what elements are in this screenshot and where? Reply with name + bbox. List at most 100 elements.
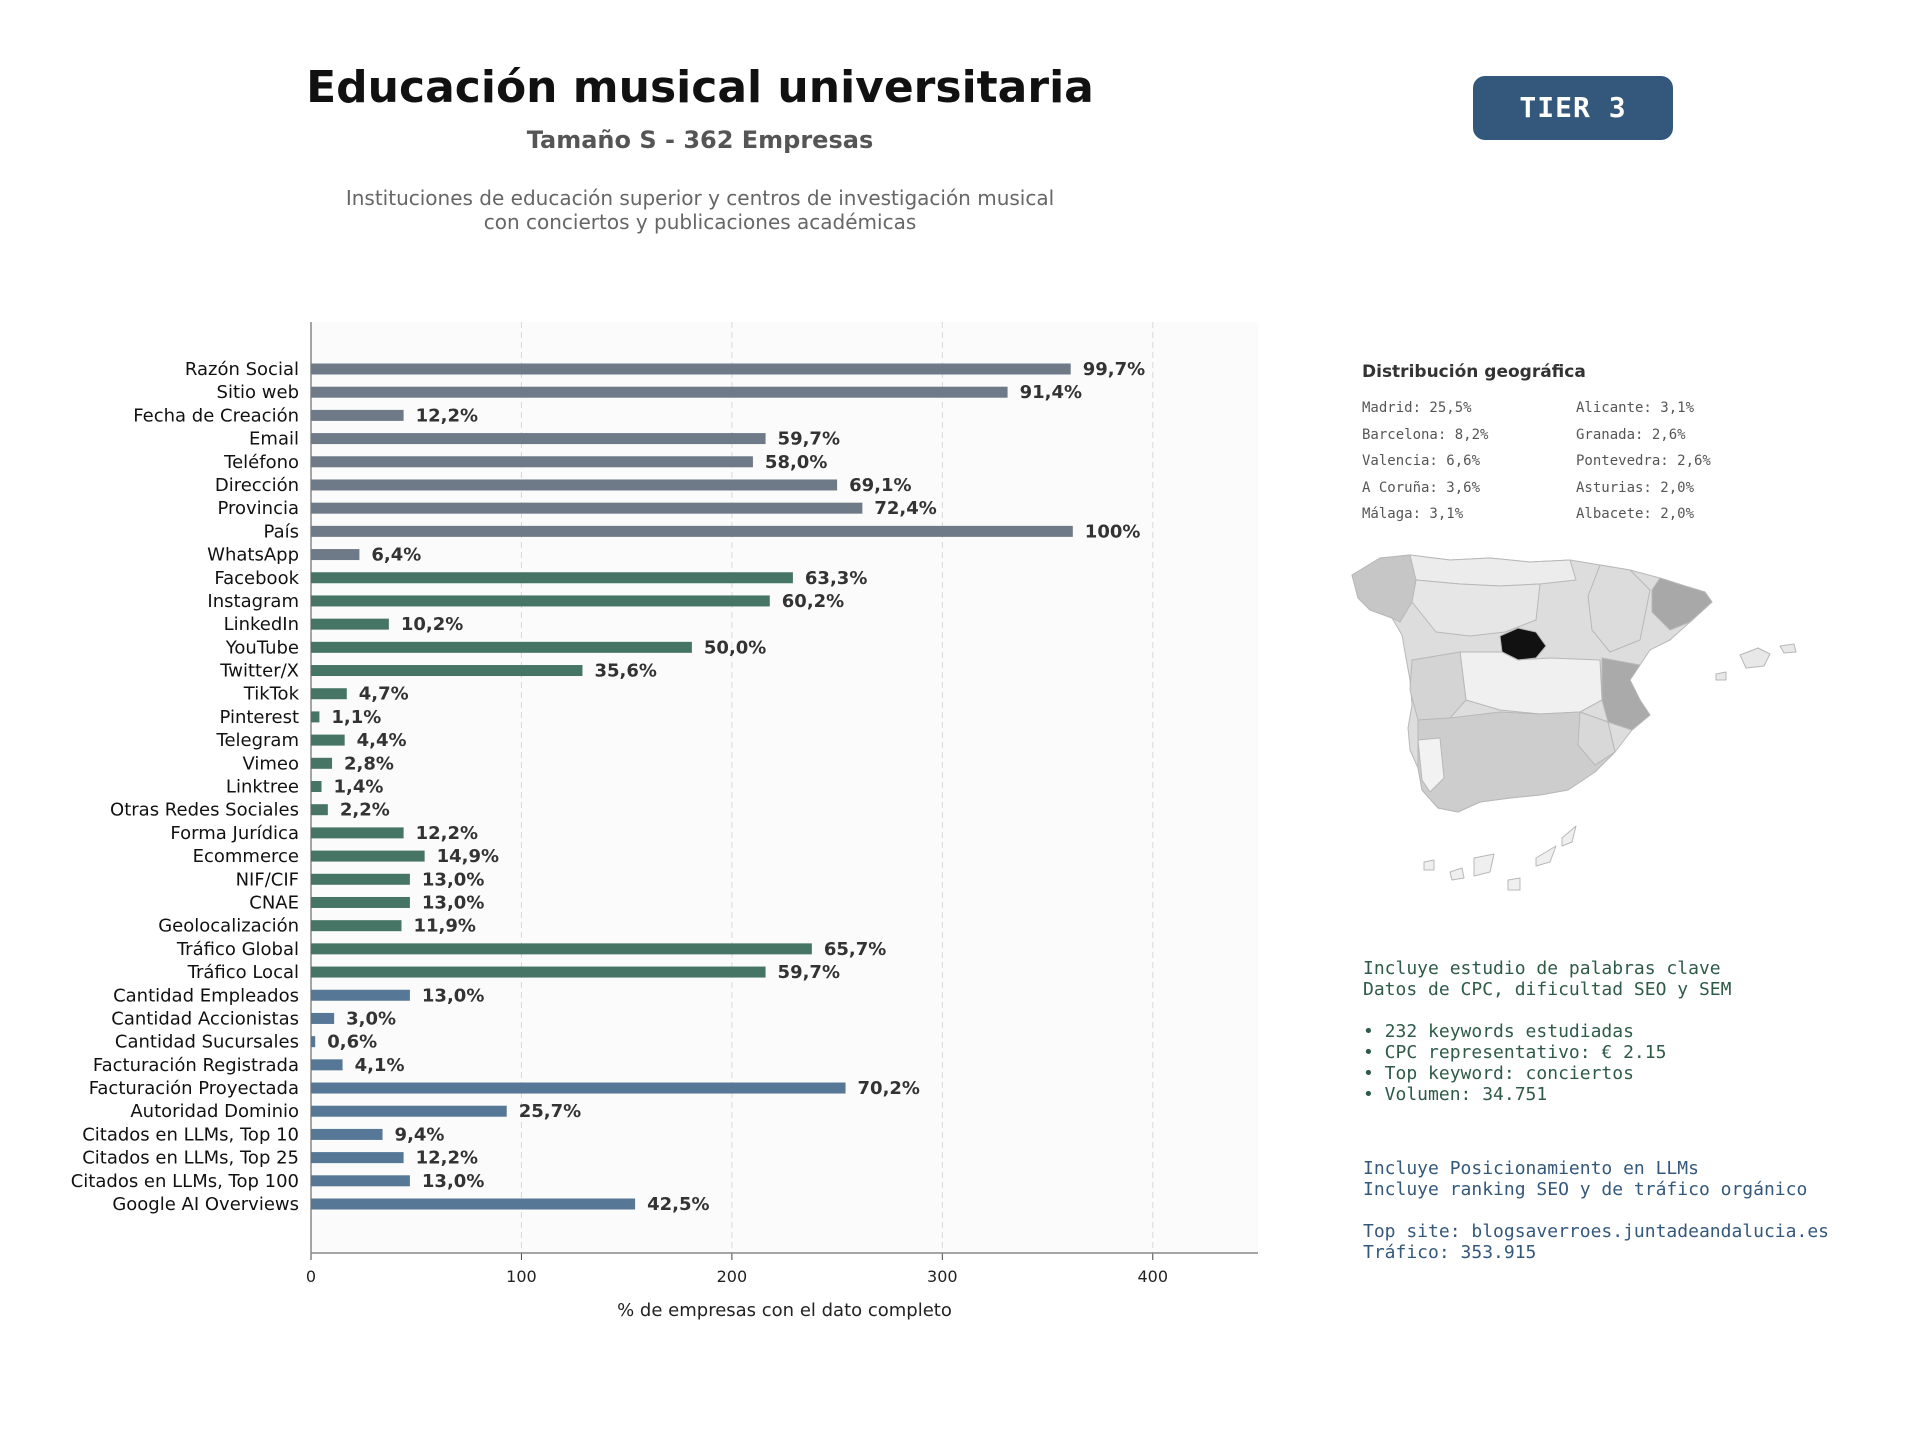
- category-label: Linktree: [226, 777, 299, 798]
- data-label: 2,8%: [344, 753, 394, 774]
- category-label: WhatsApp: [207, 545, 299, 566]
- geo-item: Madrid: 25,5%: [1362, 400, 1472, 416]
- data-label: 69,1%: [849, 475, 911, 496]
- map-canarias-1: [1423, 859, 1435, 871]
- seo-bullet-3: • Top keyword: conciertos: [1363, 1063, 1634, 1084]
- x-tick-label: 400: [1138, 1267, 1169, 1286]
- bar: [311, 943, 812, 955]
- data-label: 12,2%: [416, 1148, 478, 1169]
- category-label: Dirección: [215, 475, 299, 496]
- map-canarias-5: [1535, 845, 1557, 867]
- data-label: 63,3%: [805, 568, 867, 589]
- seo-bullet-1: • 232 keywords estudiadas: [1363, 1021, 1634, 1042]
- category-label: Cantidad Empleados: [113, 985, 299, 1006]
- seo-bullet-4: • Volumen: 34.751: [1363, 1084, 1548, 1105]
- llm-line-2: Incluye ranking SEO y de tráfico orgánic…: [1363, 1179, 1808, 1200]
- bar: [311, 1152, 404, 1164]
- category-label: YouTube: [225, 637, 299, 658]
- bar: [311, 966, 766, 978]
- map-canarias-2: [1449, 867, 1465, 881]
- category-label: Tráfico Local: [187, 962, 299, 983]
- bar: [311, 781, 322, 792]
- bar: [311, 433, 766, 445]
- geo-item: Albacete: 2,0%: [1576, 506, 1695, 522]
- category-label: Tráfico Global: [176, 939, 299, 960]
- seo-line-1: Incluye estudio de palabras clave: [1363, 958, 1721, 979]
- data-label: 2,2%: [340, 800, 390, 821]
- category-label: Facebook: [214, 568, 299, 589]
- bar: [311, 804, 328, 816]
- map-menorca: [1779, 643, 1797, 654]
- data-label: 91,4%: [1020, 382, 1082, 403]
- category-label: Citados en LLMs, Top 10: [82, 1124, 299, 1145]
- category-label: Otras Redes Sociales: [110, 800, 299, 821]
- bar: [311, 1128, 383, 1140]
- bar: [311, 873, 410, 885]
- data-label: 3,0%: [346, 1008, 396, 1029]
- data-label: 1,4%: [334, 777, 384, 798]
- seo-bullet-2: • CPC representativo: € 2.15: [1363, 1042, 1667, 1063]
- bar: [311, 525, 1073, 537]
- category-label: Fecha de Creación: [133, 405, 299, 426]
- x-axis-label: % de empresas con el dato completo: [617, 1300, 952, 1321]
- category-label: Instagram: [207, 591, 299, 612]
- bar: [311, 757, 333, 769]
- geo-item: A Coruña: 3,6%: [1362, 480, 1481, 496]
- data-label: 12,2%: [416, 823, 478, 844]
- llm-line-1: Incluye Posicionamiento en LLMs: [1363, 1158, 1699, 1179]
- category-label: Citados en LLMs, Top 25: [82, 1148, 299, 1169]
- data-label: 4,7%: [359, 684, 409, 705]
- data-label: 35,6%: [594, 661, 656, 682]
- data-label: 60,2%: [782, 591, 844, 612]
- data-label: 100%: [1085, 521, 1141, 542]
- category-label: Razón Social: [185, 359, 299, 380]
- category-label: LinkedIn: [224, 614, 299, 635]
- data-label: 65,7%: [824, 939, 886, 960]
- map-canarias-3: [1473, 853, 1495, 877]
- category-label: CNAE: [249, 892, 299, 913]
- category-label: Sitio web: [217, 382, 299, 403]
- bar: [311, 896, 410, 908]
- category-label: Geolocalización: [158, 916, 299, 937]
- category-label: Teléfono: [223, 452, 299, 473]
- geo-item: Asturias: 2,0%: [1576, 480, 1695, 496]
- bar: [311, 1012, 335, 1024]
- category-label: NIF/CIF: [236, 869, 299, 890]
- category-label: Google AI Overviews: [112, 1194, 299, 1215]
- bar: [311, 1175, 410, 1187]
- map-castilla-leon: [1411, 579, 1541, 637]
- data-label: 4,4%: [357, 730, 407, 751]
- category-label: Vimeo: [242, 753, 299, 774]
- category-label: Email: [249, 429, 299, 450]
- data-label: 59,7%: [778, 429, 840, 450]
- map-canarias-4: [1507, 877, 1521, 891]
- bar: [311, 1036, 316, 1048]
- llm-spacer: [1363, 1200, 1829, 1221]
- geo-item: Granada: 2,6%: [1576, 427, 1686, 443]
- bar: [311, 595, 770, 607]
- category-label: Ecommerce: [193, 846, 299, 867]
- category-label: Facturación Proyectada: [89, 1078, 299, 1099]
- x-tick-label: 200: [717, 1267, 748, 1286]
- bar: [311, 363, 1071, 375]
- data-label: 72,4%: [874, 498, 936, 519]
- data-label: 12,2%: [416, 405, 478, 426]
- map-andalucia: [1417, 711, 1616, 813]
- map-valencia: [1601, 657, 1651, 731]
- bar: [311, 409, 404, 421]
- geo-item: Valencia: 6,6%: [1362, 453, 1481, 469]
- bar-chart: 0 100 200 300 400 Razón Social 99,7% Sitio web 9…: [71, 322, 1258, 1321]
- bar: [311, 920, 402, 932]
- data-label: 70,2%: [858, 1078, 920, 1099]
- data-label: 99,7%: [1083, 359, 1145, 380]
- map-aragon: [1587, 564, 1651, 653]
- data-label: 25,7%: [519, 1101, 581, 1122]
- map-murcia: [1577, 711, 1616, 766]
- category-label: Pinterest: [219, 707, 299, 728]
- map-canarias-6: [1561, 825, 1577, 847]
- bar: [311, 1082, 846, 1094]
- bar: [311, 1198, 636, 1210]
- description-line-2: con conciertos y publicaciones académica…: [483, 210, 917, 234]
- data-label: 13,0%: [422, 869, 484, 890]
- page-title: Educación musical universitaria: [306, 62, 1094, 113]
